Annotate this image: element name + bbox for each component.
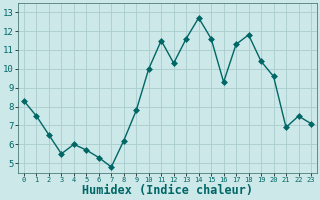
X-axis label: Humidex (Indice chaleur): Humidex (Indice chaleur) (82, 184, 253, 197)
